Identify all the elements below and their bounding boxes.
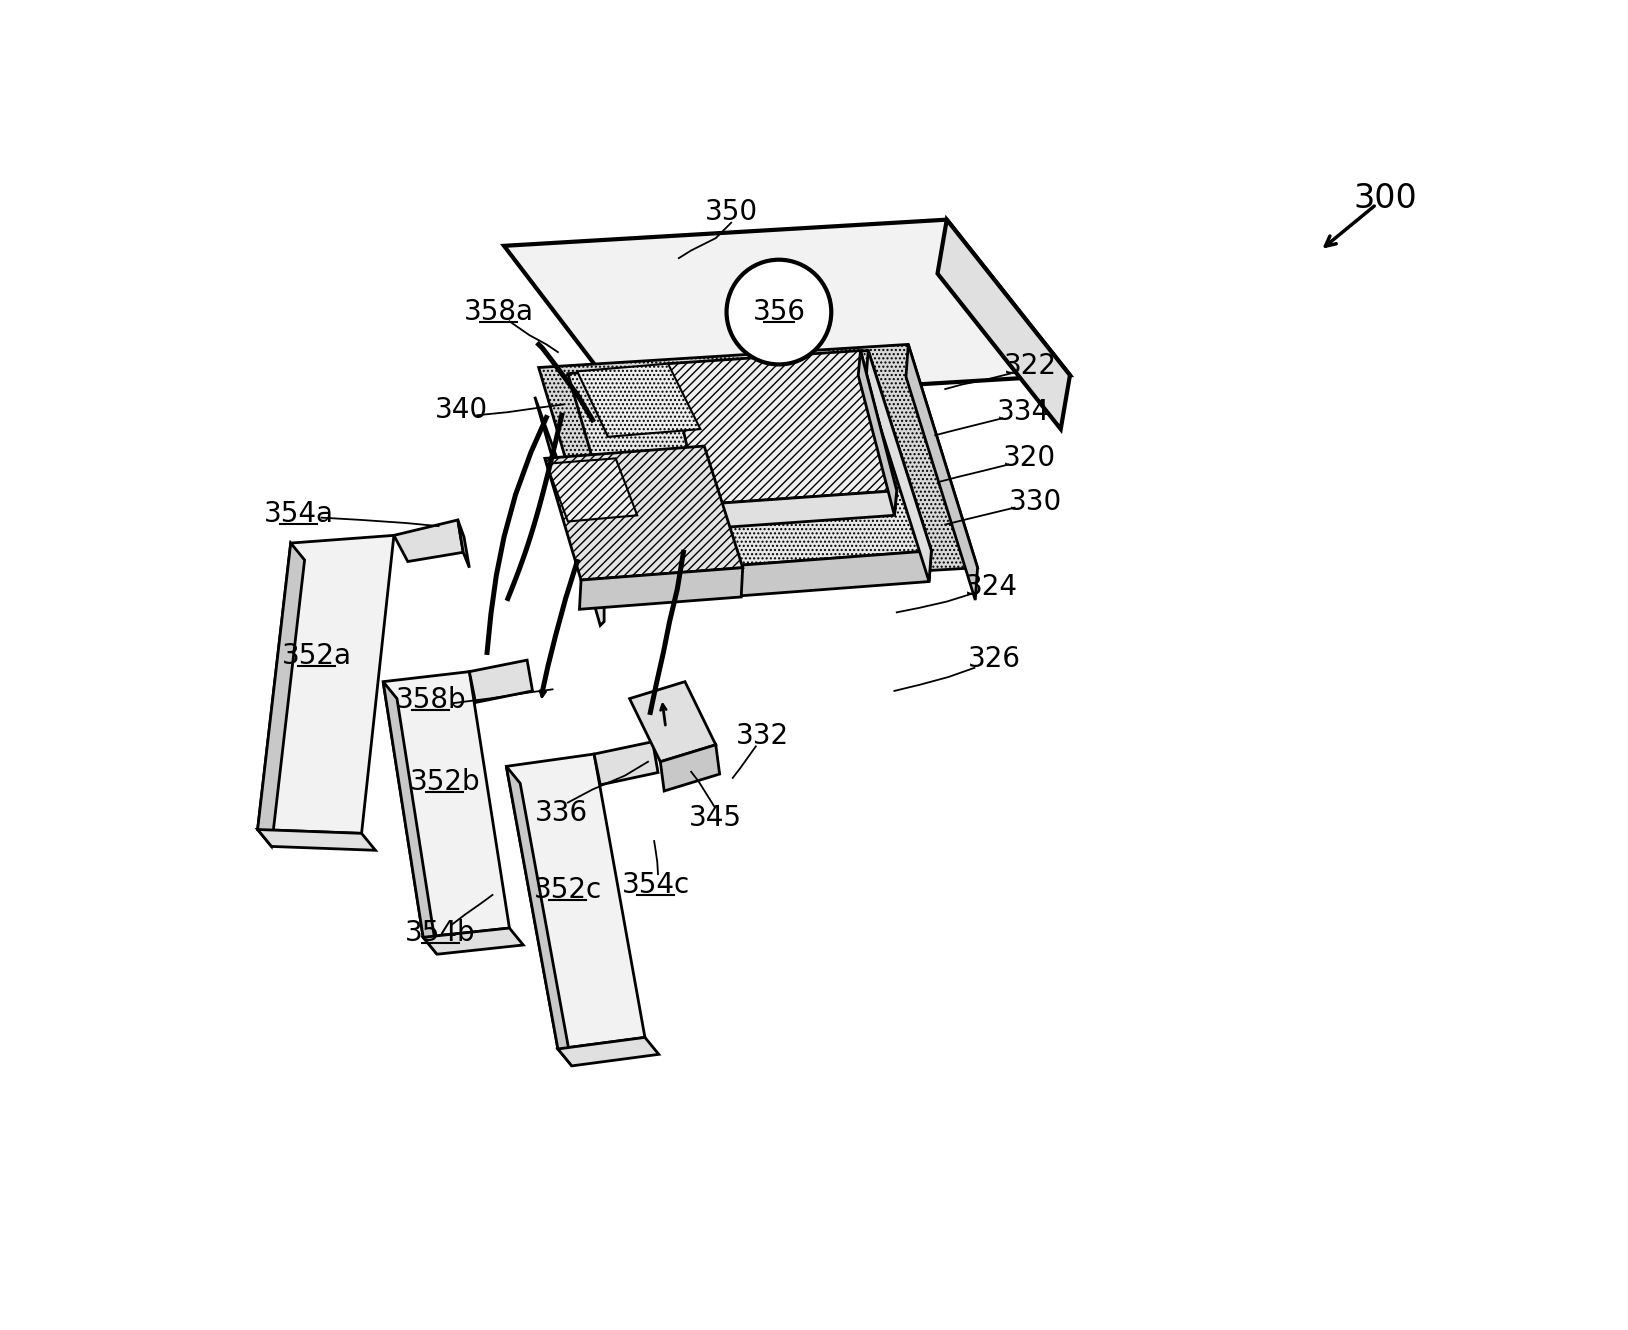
Polygon shape — [578, 363, 700, 436]
Polygon shape — [866, 351, 931, 581]
Text: 354a: 354a — [264, 500, 334, 528]
Text: 332: 332 — [736, 722, 788, 750]
Polygon shape — [383, 672, 510, 938]
Polygon shape — [594, 742, 658, 785]
Polygon shape — [905, 344, 977, 600]
Text: 340: 340 — [435, 396, 488, 424]
Text: 352c: 352c — [534, 875, 602, 903]
Text: 358a: 358a — [464, 298, 534, 326]
Polygon shape — [506, 754, 645, 1049]
Polygon shape — [423, 928, 523, 954]
Text: 330: 330 — [1009, 488, 1061, 516]
Polygon shape — [558, 1037, 659, 1065]
Text: 352a: 352a — [282, 642, 352, 670]
Text: 356: 356 — [752, 298, 806, 326]
Polygon shape — [257, 830, 376, 850]
Text: 354c: 354c — [622, 871, 690, 899]
Polygon shape — [624, 551, 931, 605]
Polygon shape — [858, 351, 897, 515]
Polygon shape — [580, 568, 742, 609]
Polygon shape — [257, 536, 394, 834]
Polygon shape — [630, 682, 716, 762]
Polygon shape — [394, 520, 464, 561]
Text: 354b: 354b — [405, 919, 475, 947]
Polygon shape — [568, 351, 931, 573]
Polygon shape — [545, 446, 742, 580]
Text: 358b: 358b — [396, 686, 466, 714]
Text: 352b: 352b — [409, 767, 480, 795]
Text: 322: 322 — [1003, 352, 1057, 380]
Polygon shape — [547, 459, 637, 521]
Polygon shape — [257, 543, 304, 846]
Polygon shape — [938, 219, 1070, 430]
Polygon shape — [457, 520, 469, 568]
Text: 324: 324 — [965, 573, 1018, 601]
Polygon shape — [539, 344, 977, 589]
Polygon shape — [383, 682, 436, 954]
Text: 300: 300 — [1354, 182, 1418, 214]
Text: 320: 320 — [1003, 444, 1057, 472]
Polygon shape — [536, 396, 604, 625]
Text: 345: 345 — [689, 803, 742, 833]
Polygon shape — [505, 219, 1070, 402]
Polygon shape — [698, 491, 897, 529]
Polygon shape — [667, 351, 897, 504]
Polygon shape — [661, 745, 720, 791]
Polygon shape — [506, 766, 571, 1065]
Text: 334: 334 — [998, 398, 1050, 426]
Text: 336: 336 — [536, 798, 588, 826]
Polygon shape — [469, 660, 532, 702]
Text: 350: 350 — [705, 198, 757, 226]
Text: 326: 326 — [969, 645, 1021, 673]
Circle shape — [726, 259, 832, 364]
